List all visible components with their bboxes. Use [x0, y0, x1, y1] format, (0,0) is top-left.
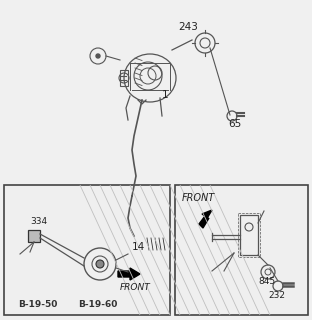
Text: 334: 334: [30, 217, 47, 226]
Bar: [120, 70, 128, 86]
Circle shape: [96, 260, 104, 268]
Text: B-19-50: B-19-50: [18, 300, 57, 309]
Text: 243: 243: [178, 22, 198, 32]
Bar: [4, 185, 170, 315]
Text: 14: 14: [132, 242, 145, 252]
Bar: [144, 238, 166, 250]
Text: B-19-60: B-19-60: [78, 300, 117, 309]
Text: 1: 1: [162, 90, 168, 100]
Bar: [238, 213, 260, 257]
Text: FRONT: FRONT: [182, 193, 215, 203]
Bar: [240, 215, 258, 255]
Bar: [28, 230, 40, 242]
Text: FRONT: FRONT: [120, 283, 151, 292]
Polygon shape: [199, 210, 212, 228]
Circle shape: [96, 54, 100, 58]
Polygon shape: [118, 268, 140, 280]
Text: 232: 232: [268, 291, 285, 300]
Text: 845: 845: [258, 277, 275, 286]
Bar: [175, 185, 308, 315]
Text: 65: 65: [228, 119, 241, 129]
